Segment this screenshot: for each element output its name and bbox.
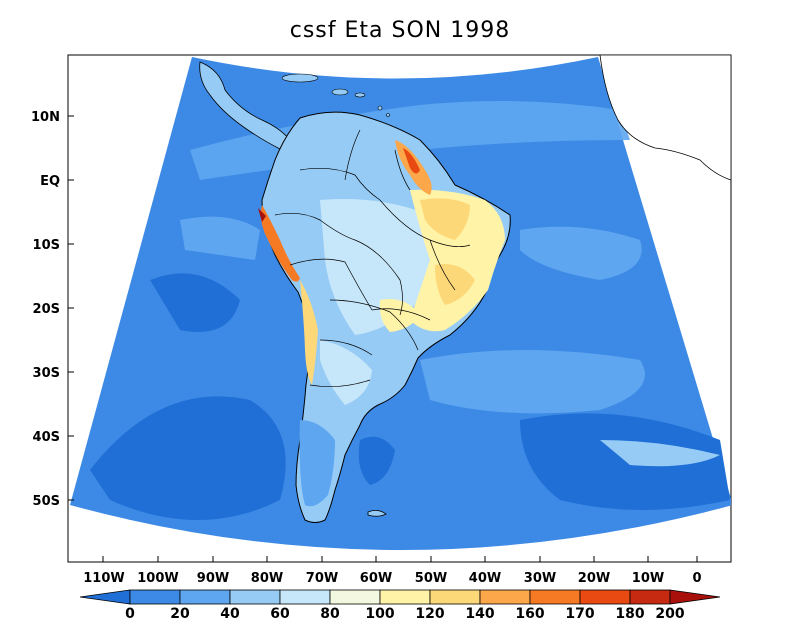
colorbar-segment [529, 589, 581, 605]
ocean-low-region [90, 396, 286, 520]
ocean-low-region [358, 436, 395, 485]
colorbar-segment [329, 589, 381, 605]
lat-label: 10S [33, 238, 60, 253]
colorbar-label: 80 [320, 606, 340, 618]
map-title: cssf Eta SON 1998 [289, 18, 511, 43]
ocean-band [420, 350, 645, 414]
land-light-region [320, 340, 372, 405]
lon-label: 10W [632, 571, 664, 586]
lat-label: 50S [33, 494, 60, 509]
colorbar-segment [429, 589, 481, 605]
colorbar-label: 20 [170, 606, 190, 618]
lon-label: 100W [137, 571, 178, 586]
andes-warm-strip [300, 280, 318, 385]
ocean-low-region [520, 413, 730, 510]
colorbar-label: 140 [465, 606, 494, 618]
andes-hot-strip [258, 208, 266, 222]
ocean-band [180, 216, 260, 260]
colorbar-label: 180 [615, 606, 644, 618]
lon-label: 80W [251, 571, 283, 586]
colorbar-label: 0 [125, 606, 135, 618]
colorbar-label: 200 [655, 606, 684, 618]
africa-landmass [599, 55, 731, 181]
colorbar-label: 60 [270, 606, 290, 618]
lat-label: 20S [33, 302, 60, 317]
caribbean-islands [281, 73, 390, 117]
colorbar-segment [179, 589, 231, 605]
lat-label: 10N [31, 110, 60, 125]
colorbar-segment [379, 589, 431, 605]
lon-label: 30W [524, 571, 556, 586]
ocean-band [520, 226, 642, 280]
lat-ticks [68, 115, 74, 501]
colorbar-low-arrow [79, 589, 131, 605]
lat-label: 40S [33, 430, 60, 445]
colorbar-label: 120 [415, 606, 444, 618]
colorbar-label: 160 [515, 606, 544, 618]
colorbar-label: 170 [565, 606, 594, 618]
colorbar-segment [579, 589, 631, 605]
country-borders [274, 129, 471, 387]
ocean-band [600, 440, 720, 467]
lon-label: 20W [578, 571, 610, 586]
colorbar-high-arrow [669, 589, 721, 605]
colorbar-segment [479, 589, 531, 605]
lat-label: EQ [40, 174, 60, 189]
lon-label: 40W [469, 571, 501, 586]
colorbar-segment [229, 589, 281, 605]
land-warm-region [420, 198, 470, 240]
colorbar-label: 40 [220, 606, 240, 618]
lon-label: 110W [83, 571, 124, 586]
patagonia-region [299, 420, 335, 507]
andes-hot-strip [260, 205, 300, 282]
colorbar-segment [129, 589, 181, 605]
lat-label: 30S [33, 366, 60, 381]
falkland-islands [367, 510, 387, 517]
land-hot-region [403, 148, 420, 174]
colorbar [79, 589, 721, 605]
lon-label: 90W [197, 571, 229, 586]
lon-label: 70W [306, 571, 338, 586]
lon-label: 0 [692, 571, 701, 586]
ocean-low-region [150, 273, 240, 332]
lon-ticks [102, 556, 698, 562]
colorbar-segment [279, 589, 331, 605]
land-warm-region [379, 299, 420, 332]
lon-label: 50W [415, 571, 447, 586]
colorbar-label: 100 [365, 606, 394, 618]
colorbar-segment [629, 589, 671, 605]
lon-label: 60W [360, 571, 392, 586]
